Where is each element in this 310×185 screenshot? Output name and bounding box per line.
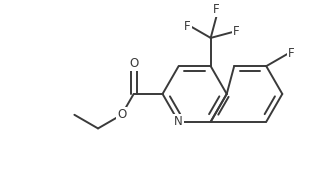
Text: F: F [233, 26, 240, 38]
Text: F: F [213, 3, 220, 16]
Text: N: N [174, 115, 183, 128]
Text: O: O [117, 108, 126, 121]
Text: F: F [288, 47, 294, 60]
Text: F: F [184, 20, 191, 33]
Text: O: O [129, 57, 138, 70]
